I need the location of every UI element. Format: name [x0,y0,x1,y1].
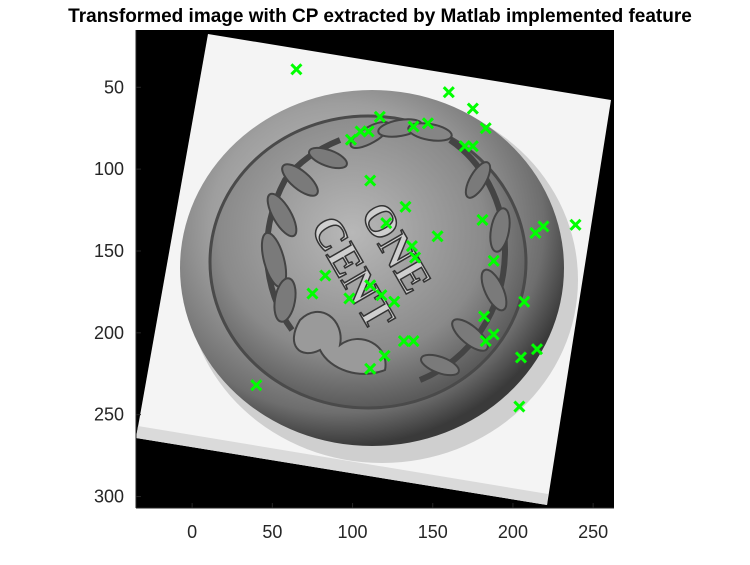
control-point-marker [421,117,434,130]
control-point-marker [388,295,401,308]
control-point-marker [442,86,455,99]
control-point-marker [407,120,420,133]
control-point-marker [431,230,444,243]
x-axis: 0 50 100 150 200 250 [136,503,614,542]
control-point-marker [378,349,391,362]
x-tick-label: 0 [187,522,197,542]
x-tick-label: 150 [418,522,448,542]
control-point-marker [476,213,489,226]
y-tick-label: 200 [94,323,124,343]
y-tick-label: 150 [94,241,124,261]
control-point-marker [380,217,393,230]
wreath-right [418,137,511,383]
control-point-marker [409,251,422,264]
transformed-image-shadow-band [136,426,548,505]
control-point-marker [306,287,319,300]
control-point-marker [364,362,377,375]
control-point-marker [518,295,531,308]
control-point-marker [466,102,479,115]
y-tick-label: 100 [94,159,124,179]
y-tick-label: 250 [94,405,124,425]
control-point-marker [479,122,492,135]
control-point-marker [397,334,410,348]
control-point-marker [364,174,377,187]
chart-title: Transformed image with CP extracted by M… [68,6,692,27]
control-point-marker [344,133,358,146]
coin-inner-field [208,114,528,410]
control-point-marker [514,351,528,364]
control-point-marker [373,110,386,123]
control-point-marker [290,63,303,76]
y-axis: 50 100 150 200 250 300 [94,30,141,508]
control-point-marker [250,379,263,392]
control-point-marker [487,254,500,267]
control-point-marker [375,289,388,302]
control-point-marker [407,334,420,348]
ribbon-bow [293,310,387,375]
control-point-marker [569,218,582,231]
x-tick-label: 100 [338,522,368,542]
control-point-marker [399,200,412,213]
control-point-marker [537,220,550,233]
x-tick-label: 200 [498,522,528,542]
control-point-marker [530,343,544,356]
plot-area: ONE CENT [136,30,614,508]
y-tick-label: 300 [94,487,124,507]
x-tick-label: 50 [262,522,282,542]
control-point-marker [479,334,492,348]
wreath-left [260,137,348,332]
control-point-marker [319,269,332,282]
control-point-marker [362,125,375,138]
control-point-marker [343,292,356,305]
control-point-markers [250,63,582,413]
y-tick-label: 50 [104,77,124,97]
control-point-marker [478,310,491,323]
control-point-marker [513,400,526,413]
x-tick-label: 250 [578,522,608,542]
control-point-marker [364,279,377,292]
control-point-marker [466,140,479,153]
coin-image: ONE CENT [180,90,578,463]
control-point-marker [405,240,418,253]
